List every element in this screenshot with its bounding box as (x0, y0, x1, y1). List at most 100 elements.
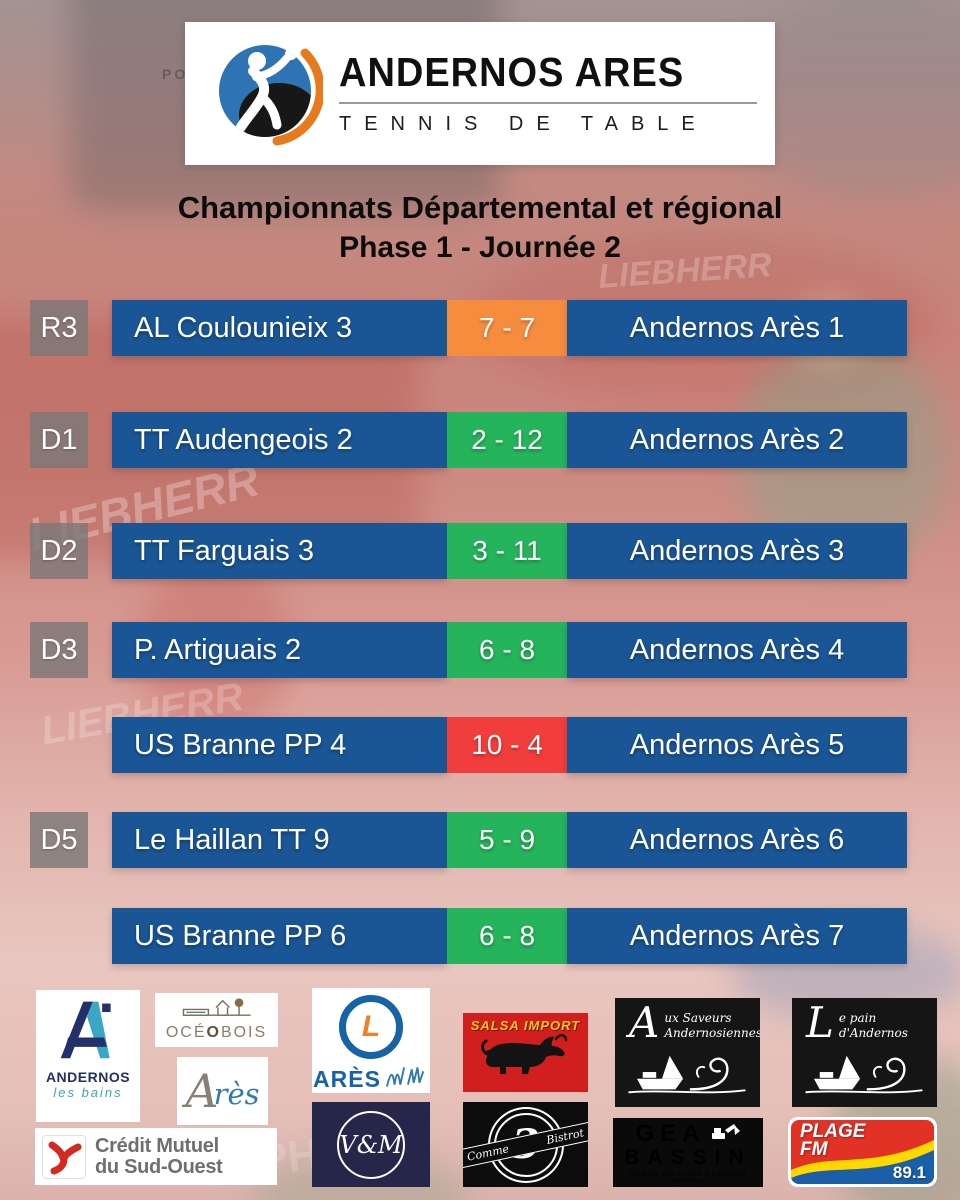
oceo-part: BOIS (220, 1024, 268, 1041)
sponsor-label: A (629, 998, 660, 1047)
sponsor-label: V&M (339, 1130, 403, 1159)
banner-word: Bistrot (545, 1125, 586, 1147)
script-line: ux Saveurs (664, 1011, 732, 1025)
sponsor-ares-town: A rès (177, 1057, 268, 1125)
match-row: US Branne PP 4 10 - 4 Andernos Arès 5 (0, 717, 960, 773)
away-team: Andernos Arès 3 (567, 523, 907, 579)
sponsor-label: A (185, 1064, 219, 1118)
sponsor-aux-saveurs-andernosiennes: A ux Saveurs Andernosiennes (615, 998, 760, 1107)
sponsor-label: e pain d'Andernos (839, 1004, 908, 1042)
score-box: 5 - 9 (447, 812, 567, 868)
sponsor-label: PLAGE FM (800, 1121, 866, 1161)
frequency-label: 89.1 (892, 1163, 926, 1182)
match-row: D2 TT Farguais 3 3 - 11 Andernos Arès 3 (0, 523, 960, 579)
sponsor-label: GEA (635, 1119, 706, 1147)
boat-swirl-icon (621, 1048, 751, 1103)
score-box: 6 - 8 (447, 908, 567, 964)
club-banner-text: ANDERNOS ARES TENNIS DE TABLE (339, 49, 757, 136)
sponsor-andernos-les-bains: ANDERNOS les bains (36, 990, 140, 1122)
match-row: D5 Le Haillan TT 9 5 - 9 Andernos Arès 6 (0, 812, 960, 868)
oceo-part: OCÉ (165, 1024, 207, 1041)
sponsor-comme-3-bistrot: 3 Comme Bistrot (463, 1102, 588, 1187)
script-line: e pain (838, 1011, 877, 1025)
andernos-a-logo-icon (55, 1001, 121, 1066)
division-badge: D2 (30, 523, 88, 579)
home-team: P. Artiguais 2 (112, 622, 447, 678)
plage-word: PLAGE (800, 1121, 866, 1142)
credit-mutuel-logo-icon (42, 1134, 86, 1179)
sponsor-sublabel: PATRICK VAN CUYCK & EDOUARD MOREAU (629, 1171, 747, 1185)
sponsor-label: ux Saveurs Andernosiennes (664, 1004, 760, 1042)
script-line: d'Andernos (838, 1026, 908, 1040)
sponsor-label: ANDERNOS (45, 1069, 131, 1085)
divider (339, 101, 757, 104)
title-line-1: Championnats Départemental et régional (177, 190, 783, 225)
home-team: TT Audengeois 2 (112, 412, 447, 468)
sponsor-le-pain-andernos: L e pain d'Andernos (792, 998, 937, 1107)
match-row: R3 AL Coulounieix 3 7 - 7 Andernos Arès … (0, 300, 960, 356)
match-row: US Branne PP 6 6 - 8 Andernos Arès 7 (0, 908, 960, 964)
sponsor-leclerc-ares: L ARÈS (312, 988, 430, 1093)
away-team: Andernos Arès 5 (567, 717, 907, 773)
sponsor-label: rès (213, 1077, 260, 1111)
division-badge: D5 (30, 812, 88, 868)
sponsor-oceobois: OCÉOBOIS (155, 993, 278, 1047)
sponsor-vm: V&M (312, 1102, 430, 1187)
score-box: 10 - 4 (447, 717, 567, 773)
sponsor-sublabel: DEPUIS 1960 (613, 1185, 763, 1187)
club-logo-icon (211, 35, 325, 152)
vm-circle-icon: V&M (337, 1110, 405, 1179)
club-subtitle: TENNIS DE TABLE (339, 112, 708, 135)
away-team: Andernos Arès 7 (567, 908, 907, 964)
score-box: 2 - 12 (447, 412, 567, 468)
excavator-icon (711, 1121, 741, 1146)
sponsor-label: Crédit Mutuel du Sud-Ouest (95, 1134, 223, 1178)
page-title: Championnats Départemental et régional P… (0, 188, 960, 268)
boat-swirl-icon (798, 1048, 928, 1103)
signature-scribble-icon (385, 1063, 429, 1093)
home-team: Le Haillan TT 9 (112, 812, 447, 868)
sponsor-credit-mutuel: Crédit Mutuel du Sud-Ouest (35, 1128, 277, 1185)
home-team: US Branne PP 4 (112, 717, 447, 773)
bull-icon (476, 1034, 576, 1083)
score-box: 6 - 8 (447, 622, 567, 678)
matches: R3 AL Coulounieix 3 7 - 7 Andernos Arès … (0, 300, 960, 964)
sponsor-salsa-import: SALSA IMPORT (463, 1013, 588, 1092)
home-team: AL Coulounieix 3 (112, 300, 447, 356)
match-row: D1 TT Audengeois 2 2 - 12 Andernos Arès … (0, 412, 960, 468)
match-row: D3 P. Artiguais 2 6 - 8 Andernos Arès 4 (0, 622, 960, 678)
plage-wave-icon (791, 1140, 934, 1184)
script-line: Andernosiennes (664, 1026, 760, 1040)
leclerc-l-icon: L (339, 995, 403, 1059)
cm-line: du Sud-Ouest (95, 1155, 223, 1178)
score-box: 7 - 7 (447, 300, 567, 356)
away-team: Andernos Arès 1 (567, 300, 907, 356)
title-line-2: Phase 1 - Journée 2 (339, 231, 621, 264)
home-team: TT Farguais 3 (112, 523, 447, 579)
division-badge: D1 (30, 412, 88, 468)
sponsor-plage-fm: PLAGE FM 89.1 (788, 1117, 937, 1187)
oceobois-house-icon (180, 998, 254, 1023)
division-badge: D3 (30, 622, 88, 678)
score-box: 3 - 11 (447, 523, 567, 579)
sponsor-label: OCÉOBOIS (155, 1024, 278, 1042)
sponsor-label: ARÈS (313, 1066, 381, 1092)
oceo-part: O (206, 1024, 221, 1041)
home-team: US Branne PP 6 (112, 908, 447, 964)
club-banner: ANDERNOS ARES TENNIS DE TABLE (185, 22, 775, 165)
sponsor-label: L (806, 998, 834, 1047)
sponsor-label: SALSA IMPORT (470, 1018, 581, 1033)
sponsor-label: BASSIN (624, 1146, 752, 1169)
sponsor-label: les bains (53, 1085, 123, 1100)
away-team: Andernos Arès 2 (567, 412, 907, 468)
plage-fm-panel: PLAGE FM 89.1 (791, 1120, 934, 1184)
sponsor-gea-bassin: GEA BASSIN PATRICK VAN CUYCK & EDOUARD M… (613, 1118, 763, 1187)
club-name: ANDERNOS ARES (339, 49, 685, 96)
away-team: Andernos Arès 6 (567, 812, 907, 868)
cm-line: Crédit Mutuel (95, 1134, 219, 1157)
leclerc-letter: L (361, 1010, 381, 1043)
away-team: Andernos Arès 4 (567, 622, 907, 678)
plage-word: FM (800, 1139, 828, 1161)
division-badge: R3 (30, 300, 88, 356)
